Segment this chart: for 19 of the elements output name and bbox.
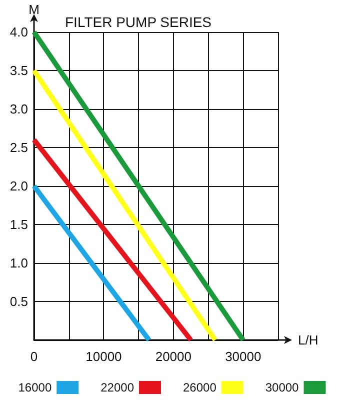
y-tick-label: 3.5: [10, 63, 28, 78]
x-tick-label: 10000: [86, 349, 122, 364]
x-tick-label: 30000: [225, 349, 262, 364]
y-axis-title: M: [28, 2, 40, 17]
y-tick-label: 3.0: [10, 102, 28, 116]
y-tick-label: 1.5: [10, 217, 28, 232]
legend-label: 16000: [18, 380, 52, 394]
y-tick-label: 2.0: [10, 178, 28, 194]
x-tick-label: 0: [30, 349, 38, 364]
legend-label: 26000: [182, 380, 217, 394]
chart-title: FILTER PUMP SERIES: [65, 14, 212, 30]
y-tick-label: 2.5: [10, 140, 28, 155]
x-tick-label: 20000: [155, 349, 192, 364]
y-tick-label: 1.0: [10, 256, 28, 270]
legend-label: 22000: [100, 380, 134, 394]
y-tick-label: 0.5: [10, 294, 28, 309]
legend-label: 30000: [265, 380, 300, 394]
x-axis-title: L/H: [298, 332, 318, 348]
y-tick-label: 4.0: [10, 24, 28, 40]
